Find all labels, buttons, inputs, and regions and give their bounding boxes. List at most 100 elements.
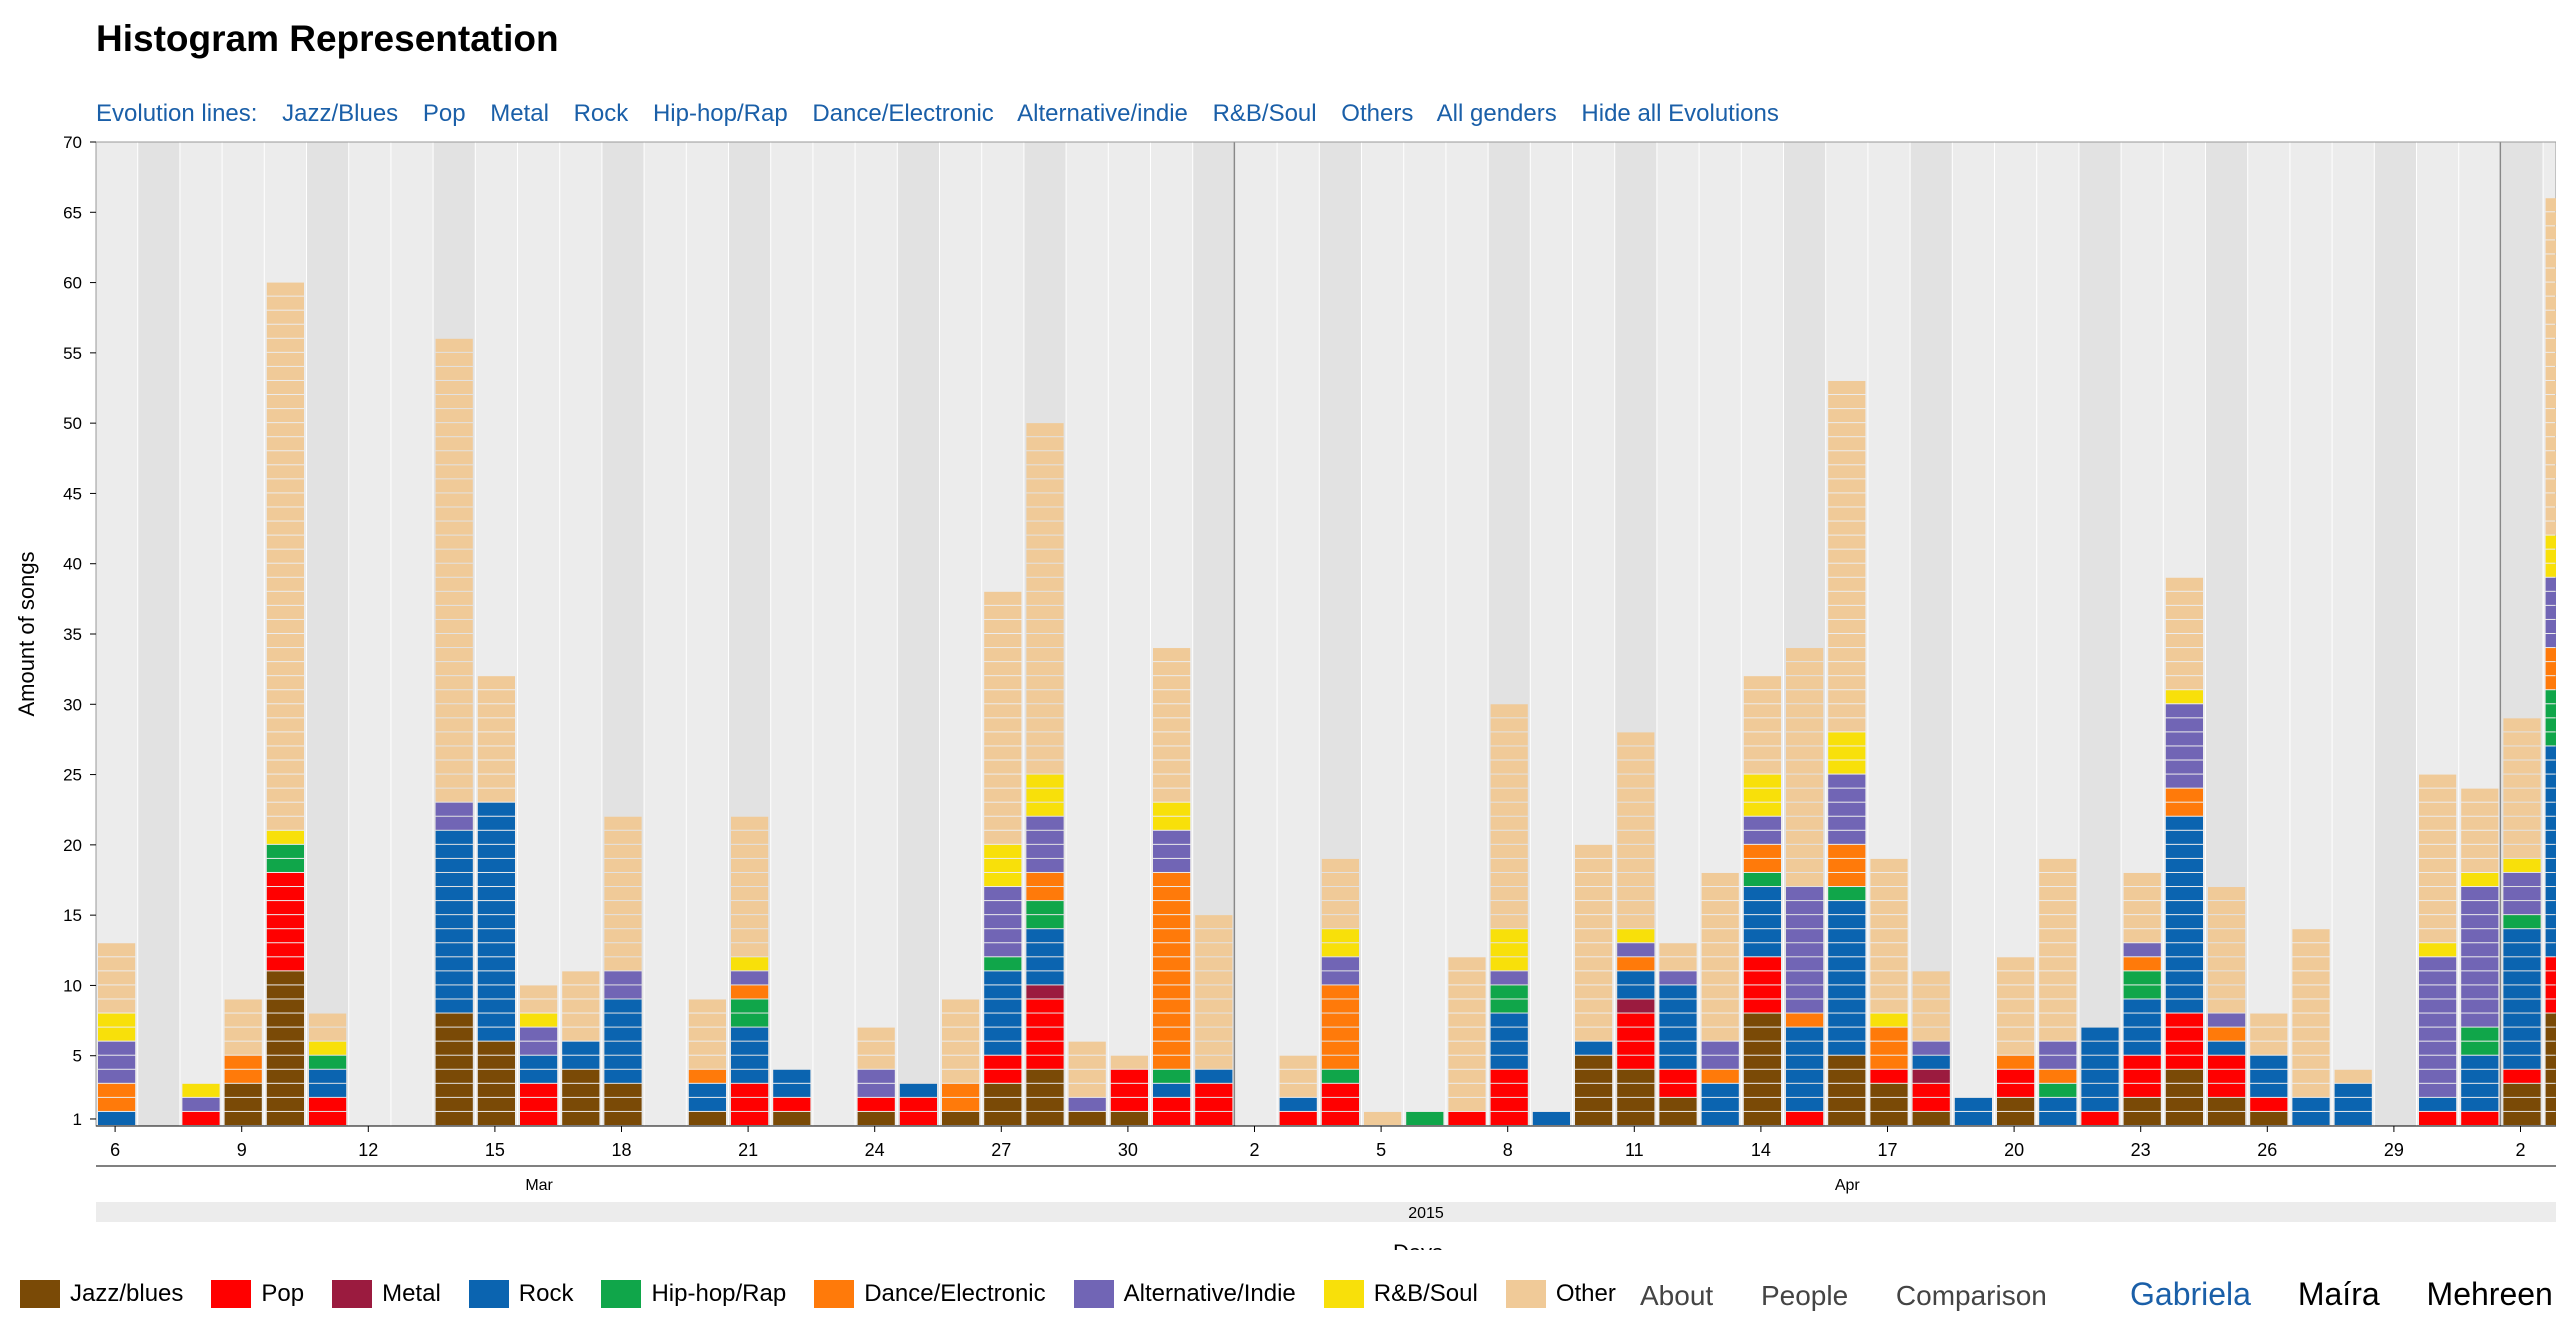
bar-segment[interactable] xyxy=(435,971,473,985)
bar-segment[interactable] xyxy=(2545,577,2556,591)
bar-segment[interactable] xyxy=(266,451,304,465)
bar-segment[interactable] xyxy=(2165,830,2203,844)
bar-segment[interactable] xyxy=(266,690,304,704)
bar-segment[interactable] xyxy=(1828,549,1866,563)
bar-segment[interactable] xyxy=(1786,971,1824,985)
bar-segment[interactable] xyxy=(1026,1055,1064,1069)
bar-segment[interactable] xyxy=(1870,1027,1908,1041)
bar-segment[interactable] xyxy=(1870,985,1908,999)
bar-segment[interactable] xyxy=(2123,901,2161,915)
bar-segment[interactable] xyxy=(309,1111,347,1125)
bar-segment[interactable] xyxy=(984,1055,1022,1069)
bar-segment[interactable] xyxy=(2461,985,2499,999)
bar-segment[interactable] xyxy=(2545,957,2556,971)
bar-segment[interactable] xyxy=(1026,1041,1064,1055)
bar-segment[interactable] xyxy=(2503,774,2541,788)
bar-segment[interactable] xyxy=(1321,1083,1359,1097)
bar-segment[interactable] xyxy=(1153,1041,1191,1055)
bar-segment[interactable] xyxy=(98,1069,136,1083)
bar-segment[interactable] xyxy=(98,985,136,999)
bar-segment[interactable] xyxy=(224,1027,262,1041)
bar-segment[interactable] xyxy=(2545,395,2556,409)
bar-segment[interactable] xyxy=(562,999,600,1013)
bar-segment[interactable] xyxy=(266,409,304,423)
bar-segment[interactable] xyxy=(1153,901,1191,915)
bar-segment[interactable] xyxy=(1153,648,1191,662)
bar-segment[interactable] xyxy=(2545,985,2556,999)
bar-segment[interactable] xyxy=(942,1055,980,1069)
bar-segment[interactable] xyxy=(98,999,136,1013)
bar-segment[interactable] xyxy=(224,1013,262,1027)
bar-segment[interactable] xyxy=(984,1097,1022,1111)
bar-segment[interactable] xyxy=(2292,1069,2330,1083)
bar-segment[interactable] xyxy=(1279,1097,1317,1111)
bar-segment[interactable] xyxy=(2208,887,2246,901)
bar-segment[interactable] xyxy=(1575,1027,1613,1041)
bar-segment[interactable] xyxy=(773,1083,811,1097)
bar-segment[interactable] xyxy=(2545,1069,2556,1083)
bar-segment[interactable] xyxy=(1448,957,1486,971)
bar-segment[interactable] xyxy=(984,971,1022,985)
bar-segment[interactable] xyxy=(224,1055,262,1069)
bar-segment[interactable] xyxy=(1026,465,1064,479)
bar-segment[interactable] xyxy=(266,338,304,352)
bar-segment[interactable] xyxy=(266,1097,304,1111)
legend-item-rnb-soul[interactable]: R&B/Soul xyxy=(1323,1280,1478,1308)
bar-segment[interactable] xyxy=(1786,648,1824,662)
bar-segment[interactable] xyxy=(2419,872,2457,887)
bar-segment[interactable] xyxy=(1828,1097,1866,1111)
bar-segment[interactable] xyxy=(1659,985,1697,999)
bar-segment[interactable] xyxy=(1321,1097,1359,1111)
bar-segment[interactable] xyxy=(1026,591,1064,605)
bar-segment[interactable] xyxy=(2461,830,2499,844)
bar-segment[interactable] xyxy=(266,760,304,774)
bar-segment[interactable] xyxy=(2545,423,2556,437)
bar-segment[interactable] xyxy=(266,605,304,619)
bar-segment[interactable] xyxy=(2123,887,2161,901)
bar-segment[interactable] xyxy=(520,999,558,1013)
bar-segment[interactable] xyxy=(857,1069,895,1083)
bar-segment[interactable] xyxy=(1870,971,1908,985)
bar-segment[interactable] xyxy=(2545,760,2556,774)
bar-segment[interactable] xyxy=(1026,999,1064,1013)
bar-segment[interactable] xyxy=(98,943,136,957)
bar-segment[interactable] xyxy=(1997,1027,2035,1041)
bar-segment[interactable] xyxy=(1490,718,1528,732)
bar-segment[interactable] xyxy=(266,887,304,901)
bar-segment[interactable] xyxy=(224,1041,262,1055)
bar-segment[interactable] xyxy=(984,718,1022,732)
bar-segment[interactable] xyxy=(2461,943,2499,957)
bar-segment[interactable] xyxy=(1321,887,1359,901)
bar-segment[interactable] xyxy=(1870,1083,1908,1097)
bar-segment[interactable] xyxy=(1279,1069,1317,1083)
bar-segment[interactable] xyxy=(1617,887,1655,901)
bar-segment[interactable] xyxy=(731,1027,769,1041)
bar-segment[interactable] xyxy=(1828,465,1866,479)
bar-segment[interactable] xyxy=(2081,1097,2119,1111)
bar-segment[interactable] xyxy=(477,760,515,774)
bar-segment[interactable] xyxy=(2165,662,2203,676)
bar-segment[interactable] xyxy=(2419,1083,2457,1097)
bar-segment[interactable] xyxy=(1701,985,1739,999)
bar-segment[interactable] xyxy=(435,985,473,999)
bar-segment[interactable] xyxy=(2165,718,2203,732)
bar-segment[interactable] xyxy=(1026,507,1064,521)
bar-segment[interactable] xyxy=(266,296,304,310)
bar-segment[interactable] xyxy=(1026,634,1064,648)
bar-segment[interactable] xyxy=(2123,1069,2161,1083)
bar-segment[interactable] xyxy=(2503,971,2541,985)
legend-item-jazz-blues[interactable]: Jazz/blues xyxy=(20,1280,183,1308)
bar-segment[interactable] xyxy=(942,1069,980,1083)
bar-segment[interactable] xyxy=(942,1041,980,1055)
bar-segment[interactable] xyxy=(1701,1083,1739,1097)
bar-segment[interactable] xyxy=(1701,1097,1739,1111)
bar-segment[interactable] xyxy=(435,788,473,802)
bar-segment[interactable] xyxy=(2165,943,2203,957)
bar-segment[interactable] xyxy=(1153,1083,1191,1097)
bar-segment[interactable] xyxy=(1026,957,1064,971)
bar-segment[interactable] xyxy=(688,1083,726,1097)
bar-segment[interactable] xyxy=(266,704,304,718)
bar-segment[interactable] xyxy=(2123,1027,2161,1041)
bar-segment[interactable] xyxy=(604,957,642,971)
bar-segment[interactable] xyxy=(1153,788,1191,802)
